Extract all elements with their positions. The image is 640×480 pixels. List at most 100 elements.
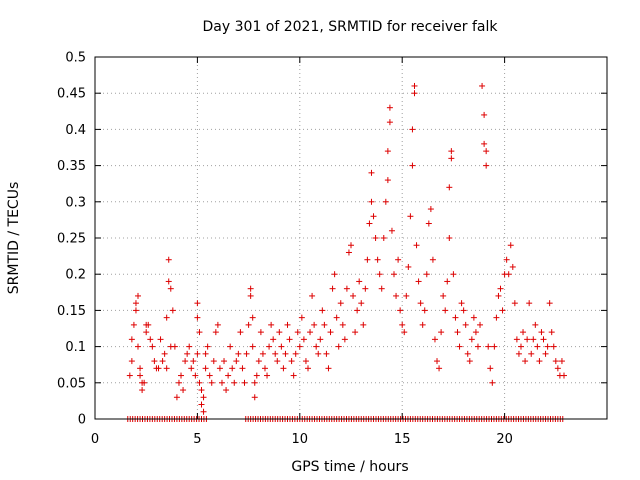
data-point — [558, 358, 565, 365]
data-point — [331, 271, 338, 278]
y-tick-label: 0.3 — [65, 195, 86, 210]
y-tick-label: 0 — [78, 413, 86, 428]
data-point — [243, 350, 250, 357]
x-tick-label: 20 — [496, 432, 513, 447]
data-point — [196, 379, 203, 386]
chart-title: Day 301 of 2021, SRMTID for receiver fal… — [203, 19, 499, 35]
y-tick-label: 0.25 — [57, 232, 86, 247]
data-point — [458, 300, 465, 307]
data-point — [548, 329, 555, 336]
data-point — [517, 343, 524, 350]
data-point — [481, 140, 488, 147]
data-point — [356, 278, 363, 285]
data-point — [483, 148, 490, 155]
data-point — [472, 329, 479, 336]
data-point — [245, 321, 252, 328]
data-point — [374, 256, 381, 263]
data-point — [255, 358, 262, 365]
data-point — [315, 350, 322, 357]
data-point — [225, 372, 232, 379]
data-point — [171, 343, 178, 350]
data-point — [354, 307, 361, 314]
data-point — [130, 321, 137, 328]
data-point — [300, 336, 307, 343]
data-point — [425, 220, 432, 227]
data-point — [497, 285, 504, 292]
data-point — [421, 307, 428, 314]
data-point — [235, 350, 242, 357]
data-point — [348, 242, 354, 249]
data-point — [321, 321, 328, 328]
data-point — [552, 358, 559, 365]
data-point — [431, 336, 438, 343]
data-point — [202, 350, 209, 357]
data-point — [427, 206, 434, 213]
data-point — [474, 343, 481, 350]
data-point — [368, 169, 375, 176]
data-point — [434, 358, 441, 365]
data-point — [268, 321, 275, 328]
data-point — [317, 336, 324, 343]
data-point — [413, 242, 420, 249]
data-point — [460, 307, 467, 314]
data-point — [382, 198, 389, 205]
data-point — [388, 227, 395, 234]
data-point — [477, 321, 484, 328]
data-point — [329, 285, 336, 292]
data-point — [157, 336, 164, 343]
data-point — [368, 198, 375, 205]
data-point — [485, 343, 492, 350]
data-point — [149, 343, 156, 350]
data-point — [190, 358, 197, 365]
data-point — [429, 256, 436, 263]
data-point — [446, 235, 453, 241]
data-point — [462, 321, 469, 328]
data-point — [456, 343, 463, 350]
data-point — [296, 343, 303, 350]
data-point — [407, 213, 414, 220]
data-point — [513, 336, 520, 343]
data-point — [200, 394, 207, 401]
data-point — [550, 343, 557, 350]
data-point — [384, 148, 391, 155]
data-point — [272, 350, 279, 357]
data-point — [151, 358, 158, 365]
data-point — [194, 300, 201, 307]
data-point — [178, 372, 185, 379]
data-point — [491, 343, 498, 350]
data-point — [448, 148, 455, 155]
data-point — [302, 358, 309, 365]
data-point — [481, 111, 488, 118]
data-point — [198, 387, 205, 394]
data-point — [528, 350, 535, 357]
data-point — [253, 372, 260, 379]
data-point — [560, 372, 567, 379]
data-point — [221, 358, 228, 365]
data-point — [542, 350, 549, 357]
data-point — [159, 358, 166, 365]
data-point — [139, 387, 146, 394]
x-tick-label: 5 — [193, 432, 201, 447]
data-point — [411, 90, 418, 97]
data-point — [378, 285, 385, 292]
data-point — [397, 307, 404, 314]
data-point — [276, 329, 283, 336]
data-point — [452, 314, 459, 321]
data-point — [380, 235, 387, 241]
data-point — [362, 285, 369, 292]
data-point — [186, 343, 193, 350]
data-point — [132, 300, 139, 307]
data-point — [337, 300, 344, 307]
data-point — [470, 314, 477, 321]
data-point — [237, 329, 244, 336]
data-point — [391, 271, 398, 278]
data-point — [208, 379, 215, 386]
data-point — [309, 292, 316, 299]
data-points — [124, 82, 567, 422]
data-point — [323, 350, 330, 357]
data-point — [468, 336, 475, 343]
data-point — [372, 235, 379, 241]
data-point — [546, 300, 553, 307]
data-point — [141, 379, 148, 386]
data-point — [257, 329, 264, 336]
